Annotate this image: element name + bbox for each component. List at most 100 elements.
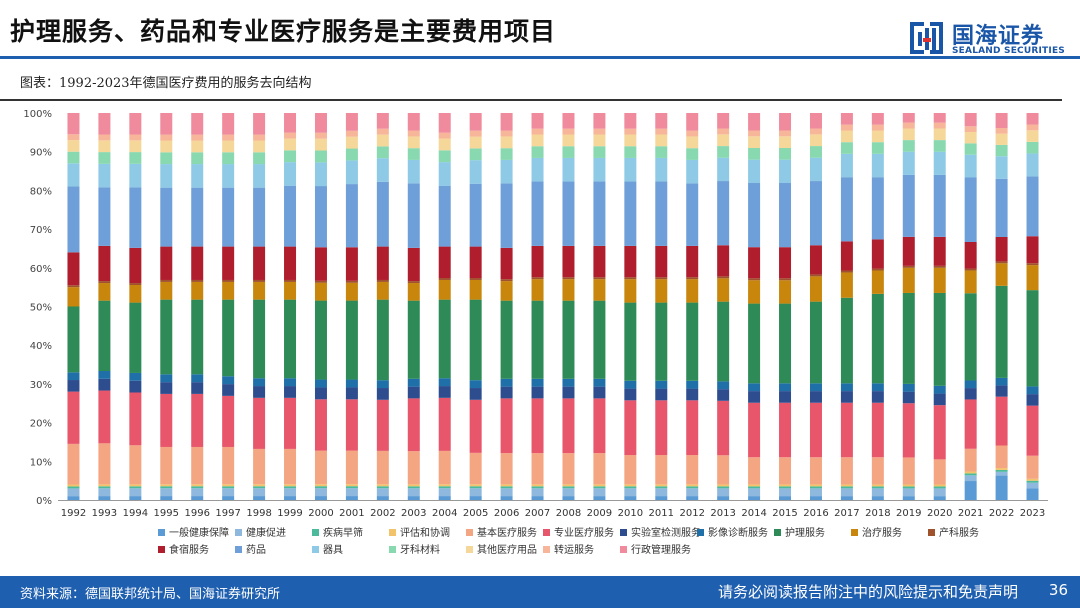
bar-segment [562, 398, 575, 454]
bar-segment [593, 398, 606, 454]
y-tick-label: 80% [30, 186, 52, 197]
bar-segment [686, 400, 699, 456]
bar-segment [129, 392, 142, 446]
bar-segment [655, 388, 668, 401]
bar-segment [624, 277, 637, 280]
bar-segment [748, 391, 761, 403]
bar-segment [562, 378, 575, 387]
bar-segment [253, 378, 266, 387]
bar-segment [871, 488, 884, 497]
bar-segment [345, 247, 358, 281]
bar-segment [160, 281, 173, 300]
bar-segment [222, 187, 235, 247]
bar-segment [469, 299, 482, 381]
bar-segment [222, 384, 235, 396]
bar-segment [469, 136, 482, 149]
bar-segment [840, 484, 853, 487]
bar-segment [407, 386, 420, 399]
bar-segment [98, 443, 111, 485]
bar-segment [809, 496, 822, 500]
legend-swatch [235, 529, 242, 536]
bar-segment [531, 398, 544, 454]
bar-segment [222, 164, 235, 188]
bar-segment [345, 379, 358, 388]
bar-segment [902, 403, 915, 458]
bar-segment [933, 496, 946, 500]
bar-segment [1026, 153, 1039, 177]
bar-segment [809, 383, 822, 392]
bar-segment [345, 148, 358, 161]
bar-segment [314, 132, 327, 139]
bar-segment [438, 378, 451, 387]
bar-segment [779, 247, 792, 279]
bar-segment [253, 448, 266, 485]
bar-segment [809, 245, 822, 275]
bar-segment [500, 300, 513, 379]
bar-segment [345, 496, 358, 500]
bar-segment [964, 242, 977, 269]
bar-segment [222, 140, 235, 153]
bar-segment [129, 152, 142, 164]
bar-segment [686, 455, 699, 485]
bar-segment [284, 448, 297, 485]
bar-segment [748, 457, 761, 485]
bar-segment [438, 138, 451, 151]
bar-segment [500, 488, 513, 497]
bar-segment [407, 281, 420, 284]
bar-segment [191, 164, 204, 188]
legend-swatch [851, 529, 858, 536]
x-tick-label: 2014 [741, 508, 766, 519]
bar-segment [376, 134, 389, 147]
bar-segment [717, 455, 730, 485]
bar-segment [438, 496, 451, 500]
bar-segment [902, 488, 915, 497]
bar-segment [809, 301, 822, 384]
bar-segment [500, 183, 513, 248]
bar-segment [314, 247, 327, 281]
bar-segment [995, 469, 1008, 472]
bar-segment [748, 148, 761, 160]
bar-segment [933, 292, 946, 386]
x-tick-label: 2008 [556, 508, 581, 519]
bar-segment [98, 378, 111, 391]
bar-segment [345, 280, 358, 283]
bar-segment [376, 158, 389, 182]
y-tick-label: 90% [30, 148, 52, 159]
bar-segment [593, 146, 606, 158]
legend-swatch [543, 546, 550, 553]
bar-segment [129, 113, 142, 135]
bar-segment [933, 236, 946, 266]
legend-label: 治疗服务 [862, 526, 902, 539]
bar-segment [748, 159, 761, 184]
bar-segment [500, 484, 513, 487]
bar-segment [964, 380, 977, 389]
bar-segment [376, 246, 389, 280]
bar-segment [964, 143, 977, 155]
bar-segment [748, 183, 761, 248]
bar-segment [284, 378, 297, 387]
bar-segment [779, 391, 792, 403]
bar-segment [129, 488, 142, 497]
bar-segment [964, 113, 977, 127]
bar-segment [531, 386, 544, 399]
bar-segment [1026, 236, 1039, 264]
bar-segment [469, 399, 482, 453]
bar-segment [655, 277, 668, 280]
bar-segment [407, 283, 420, 301]
bar-segment [191, 113, 204, 135]
bar-segment [686, 488, 699, 497]
legend-label: 专业医疗服务 [554, 526, 614, 539]
bar-segment [531, 128, 544, 135]
bar-segment [593, 484, 606, 487]
bar-segment [655, 488, 668, 497]
bar-segment [624, 134, 637, 147]
bar-segment [407, 148, 420, 160]
bar-segment [314, 138, 327, 151]
bar-segment [964, 388, 977, 400]
legend-label: 护理服务 [785, 526, 825, 539]
bar-segment [67, 151, 80, 164]
bar-segment [314, 162, 327, 187]
bar-segment [624, 486, 637, 489]
bar-segment [407, 486, 420, 489]
bar-segment [469, 246, 482, 279]
